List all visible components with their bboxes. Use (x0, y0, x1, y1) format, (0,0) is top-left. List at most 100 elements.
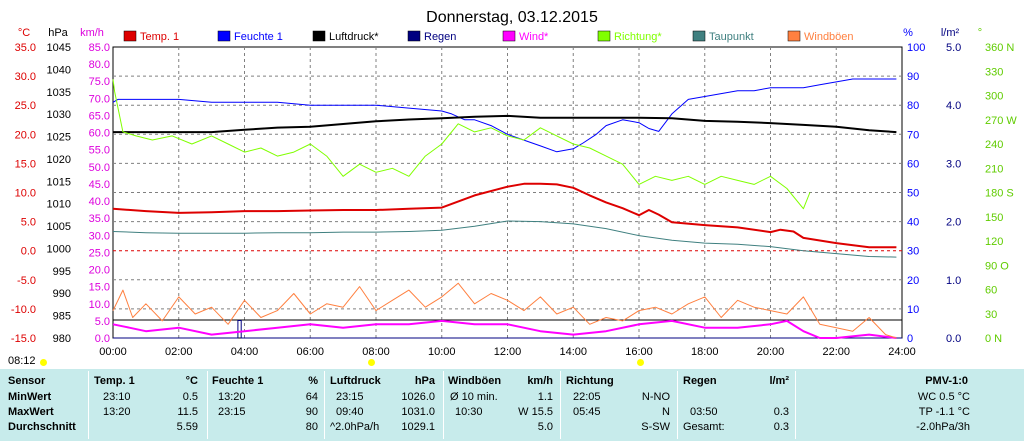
direction-tick-label: 360 N (985, 42, 1014, 54)
stats-cell: 23:15 (218, 406, 246, 418)
stats-row-label: Durchschnitt (8, 421, 76, 433)
temp-unit-label: °C (18, 27, 30, 39)
chart-series (112, 78, 902, 339)
legend-label: Taupunkt (709, 31, 754, 43)
direction-tick-label: 240 (985, 139, 1003, 151)
temp-tick-label: 15.0 (15, 158, 36, 170)
wind-tick-label: 60.0 (89, 128, 110, 140)
stats-header-sensor: Sensor (8, 375, 46, 387)
direction-unit-label: ° (978, 27, 982, 39)
stats-row-label: MinWert (8, 391, 52, 403)
stats-row-avg: Durchschnitt 5.59 80 ^2.0hPa/h 1029.1 5.… (0, 421, 1024, 436)
direction-tick-label: 300 (985, 91, 1003, 103)
direction-tick-label: 210 (985, 163, 1003, 175)
humidity-tick-label: 20 (907, 275, 919, 287)
chart-title: Donnerstag, 03.12.2015 (426, 9, 598, 26)
x-tick-label: 00:00 (99, 346, 127, 358)
stats-header-gust: Windböen (448, 375, 502, 387)
series-line-windb-en (112, 282, 897, 339)
x-tick-label: 20:00 (757, 346, 785, 358)
stats-cell: 80 (305, 421, 318, 433)
wind-tick-label: 55.0 (89, 145, 110, 157)
stats-header-row: Sensor Temp. 1 °C Feuchte 1 % Luftdruck … (0, 375, 1024, 390)
pressure-tick-label: 1000 (47, 243, 71, 255)
rain-tick-label: 1.0 (946, 275, 961, 287)
stats-cell: 11.5 (177, 406, 198, 418)
stats-divider (207, 371, 208, 439)
direction-tick-label: 120 (985, 236, 1003, 248)
legend-label: Richtung* (614, 31, 662, 43)
legend-swatch (597, 30, 611, 42)
wind-tick-label: 40.0 (89, 196, 110, 208)
pressure-tick-label: 990 (53, 288, 71, 300)
x-tick-label: 04:00 (231, 346, 259, 358)
stats-cell: 10:30 (455, 406, 483, 418)
stats-cell: 64 (305, 391, 318, 403)
stats-header-temp-unit: °C (185, 375, 198, 387)
stats-header-hum-unit: % (308, 375, 318, 387)
series-line-temp-1 (112, 182, 897, 249)
series-line-regen (113, 320, 902, 339)
stats-table: Sensor Temp. 1 °C Feuchte 1 % Luftdruck … (0, 369, 1024, 441)
stats-cell: TP -1.1 °C (918, 406, 970, 418)
legend-swatch (502, 30, 516, 42)
x-tick-label: 08:00 (362, 346, 390, 358)
legend-label: Luftdruck* (329, 31, 379, 43)
wind-tick-label: 20.0 (89, 265, 110, 277)
stats-row-min: MinWert 23:10 0.5 13:20 64 23:15 1026.0 … (0, 391, 1024, 406)
pressure-tick-label: 1020 (47, 154, 71, 166)
stats-header-pmv: PMV-1:0 (925, 375, 968, 387)
stats-divider (560, 371, 561, 439)
rain-unit-label: l/m² (941, 27, 960, 39)
wind-tick-label: 25.0 (89, 247, 110, 259)
direction-tick-label: 30 (985, 309, 997, 321)
sunrise-time: 08:12 (8, 355, 36, 367)
stats-header-dir: Richtung (566, 375, 614, 387)
pressure-tick-label: 980 (53, 333, 71, 345)
pressure-tick-label: 1035 (47, 87, 71, 99)
series-line-wind (112, 319, 897, 339)
temp-tick-label: -10.0 (11, 304, 36, 316)
wind-tick-label: 10.0 (89, 299, 110, 311)
stats-cell: 0.3 (773, 421, 789, 433)
pressure-tick-label: 1030 (47, 109, 71, 121)
legend-label: Windböen (804, 31, 854, 43)
chart-axes: 00:00 02:00 04:00 06:00 08:00 10:00 12:00 14:00… (11, 27, 1017, 358)
stats-cell: 1029.1 (401, 421, 435, 433)
stats-cell: 13:20 (218, 391, 246, 403)
direction-tick-label: 60 (985, 285, 997, 297)
stats-cell: 1031.0 (401, 406, 435, 418)
wind-tick-label: 45.0 (89, 179, 110, 191)
stats-cell: 22:05 (573, 391, 601, 403)
stats-row-max: MaxWert 13:20 11.5 23:15 90 09:40 1031.0… (0, 406, 1024, 421)
humidity-tick-label: 30 (907, 246, 919, 258)
stats-divider (677, 371, 678, 439)
legend-swatch (312, 30, 326, 42)
stats-cell: 5.0 (537, 421, 553, 433)
series-line-taupunkt (112, 220, 897, 258)
wind-tick-label: 50.0 (89, 162, 110, 174)
temp-tick-label: -5.0 (17, 275, 36, 287)
pressure-tick-label: 1045 (47, 42, 71, 54)
legend-label: Feuchte 1 (234, 31, 283, 43)
x-tick-label: 10:00 (428, 346, 456, 358)
stats-cell: -2.0hPa/3h (916, 421, 970, 433)
sunrise-dot-8 (368, 359, 375, 366)
rain-tick-label: 4.0 (946, 100, 961, 112)
stats-cell: 23:15 (336, 391, 364, 403)
stats-header-rain: Regen (683, 375, 717, 387)
stats-cell: 09:40 (336, 406, 364, 418)
wind-tick-label: 65.0 (89, 110, 110, 122)
stats-divider (88, 371, 89, 439)
humidity-tick-label: 40 (907, 217, 919, 229)
pressure-tick-label: 995 (53, 266, 71, 278)
wind-tick-label: 35.0 (89, 213, 110, 225)
rain-tick-label: 2.0 (946, 217, 961, 229)
x-tick-label: 12:00 (494, 346, 522, 358)
wind-tick-label: 0.0 (95, 333, 110, 345)
wind-tick-label: 80.0 (89, 59, 110, 71)
x-tick-label: 22:00 (822, 346, 850, 358)
wind-tick-label: 70.0 (89, 93, 110, 105)
x-tick-label: 18:00 (691, 346, 719, 358)
stats-cell: 90 (305, 406, 318, 418)
